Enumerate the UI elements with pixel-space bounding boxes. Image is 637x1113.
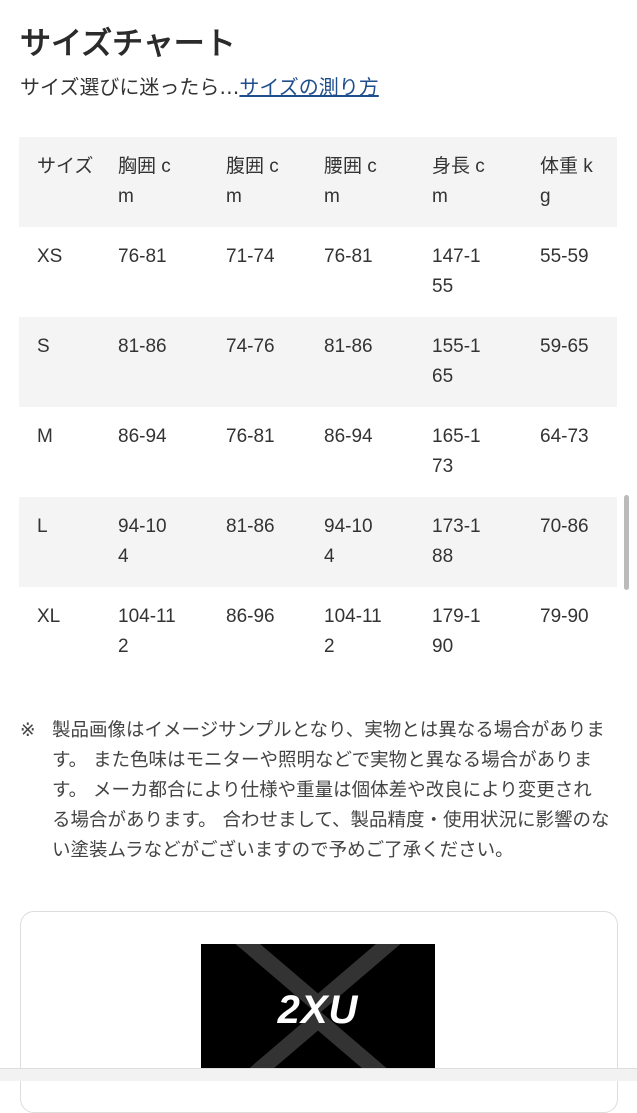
column-header: 胸囲 cm: [100, 137, 208, 227]
table-cell: 104-112: [100, 587, 208, 677]
cell-value: 81-86: [324, 336, 373, 357]
table-cell: S: [19, 317, 100, 407]
table-cell: 74-76: [208, 317, 306, 407]
table-cell: 86-94: [306, 407, 414, 497]
cell-value: 76-81: [324, 246, 373, 267]
cell-value: 81-86: [226, 516, 275, 537]
table-cell: 179-190: [414, 587, 522, 677]
table-cell: XL: [19, 587, 100, 677]
cell-value: 147-155: [432, 246, 481, 297]
cell-value: 74-76: [226, 336, 275, 357]
scrollbar[interactable]: [624, 495, 629, 590]
cell-value: 86-94: [118, 426, 167, 447]
column-header: 身長 cm: [414, 137, 522, 227]
table-cell: 55-59: [522, 227, 617, 317]
table-cell: M: [19, 407, 100, 497]
column-header: 体重 kg: [522, 137, 617, 227]
column-header: 腹囲 cm: [208, 137, 306, 227]
column-header: サイズ: [19, 137, 100, 227]
cell-value: 179-190: [432, 606, 481, 657]
page-title: サイズチャート: [20, 26, 236, 62]
note-text: 製品画像はイメージサンプルとなり、実物とは異なる場合があります。 また色味はモニ…: [52, 720, 610, 861]
column-header-label: 胸囲 cm: [118, 156, 171, 207]
table-cell: 76-81: [208, 407, 306, 497]
table-cell: 86-94: [100, 407, 208, 497]
table-cell: 76-81: [100, 227, 208, 317]
table-cell: XS: [19, 227, 100, 317]
table-row: S 81-86 74-76 81-86 155-165 59-65: [19, 317, 617, 407]
cell-value: 104-112: [118, 606, 176, 657]
cell-value: L: [37, 516, 48, 537]
cell-value: 94-104: [118, 516, 167, 567]
column-header-label: 腰囲 cm: [324, 156, 377, 207]
table-cell: 94-104: [100, 497, 208, 587]
cell-value: 86-96: [226, 606, 275, 627]
table-row: L 94-104 81-86 94-104 173-188 70-86: [19, 497, 617, 587]
table-cell: 70-86: [522, 497, 617, 587]
subtitle-text: サイズ選びに迷ったら…: [20, 75, 240, 99]
cell-value: XS: [37, 246, 63, 267]
brand-logo-text: 2XU: [277, 988, 359, 1032]
cell-value: 59-65: [540, 336, 589, 357]
cell-value: 155-165: [432, 336, 481, 387]
cell-value: 70-86: [540, 516, 589, 537]
brand-logo[interactable]: 2XU: [201, 944, 435, 1080]
table-cell: 147-155: [414, 227, 522, 317]
cell-value: S: [37, 336, 50, 357]
size-guide-link[interactable]: サイズの測り方: [239, 75, 379, 99]
table-cell: 79-90: [522, 587, 617, 677]
cell-value: 94-104: [324, 516, 373, 567]
table-cell: 165-173: [414, 407, 522, 497]
table-cell: 81-86: [306, 317, 414, 407]
cell-value: 81-86: [118, 336, 167, 357]
disclaimer-note: ※ 製品画像はイメージサンプルとなり、実物とは異なる場合があります。 また色味は…: [20, 716, 610, 866]
table-cell: 71-74: [208, 227, 306, 317]
cell-value: XL: [37, 606, 61, 627]
cell-value: 71-74: [226, 246, 275, 267]
note-mark: ※: [20, 720, 36, 741]
cell-value: 55-59: [540, 246, 589, 267]
cell-value: 76-81: [118, 246, 167, 267]
table-cell: 81-86: [100, 317, 208, 407]
table-header-row: サイズ 胸囲 cm 腹囲 cm 腰囲 cm 身長 cm 体重 kg: [19, 137, 617, 227]
table-cell: 81-86: [208, 497, 306, 587]
size-chart-table: サイズ 胸囲 cm 腹囲 cm 腰囲 cm 身長 cm 体重 kg XS 76-81 71-7…: [19, 137, 617, 677]
cell-value: 86-94: [324, 426, 373, 447]
cell-value: 79-90: [540, 606, 589, 627]
cell-value: 165-173: [432, 426, 481, 477]
column-header-label: 身長 cm: [432, 156, 485, 207]
cell-value: 76-81: [226, 426, 275, 447]
table-cell: 86-96: [208, 587, 306, 677]
table-cell: 173-188: [414, 497, 522, 587]
x-pattern-icon: [235, 944, 401, 1080]
table-cell: 155-165: [414, 317, 522, 407]
cell-value: 104-112: [324, 606, 382, 657]
table-cell: 94-104: [306, 497, 414, 587]
table-row: XL 104-112 86-96 104-112 179-190 79-90: [19, 587, 617, 677]
cell-value: M: [37, 426, 53, 447]
table-cell: 64-73: [522, 407, 617, 497]
cell-value: 64-73: [540, 426, 589, 447]
table-cell: L: [19, 497, 100, 587]
table-row: M 86-94 76-81 86-94 165-173 64-73: [19, 407, 617, 497]
column-header-label: 腹囲 cm: [226, 156, 279, 207]
table-row: XS 76-81 71-74 76-81 147-155 55-59: [19, 227, 617, 317]
table-cell: 104-112: [306, 587, 414, 677]
subtitle: サイズ選びに迷ったら…サイズの測り方: [20, 71, 379, 100]
column-header-label: サイズ: [37, 156, 94, 177]
table-cell: 76-81: [306, 227, 414, 317]
column-header-label: 体重 kg: [540, 156, 593, 207]
table-cell: 59-65: [522, 317, 617, 407]
cell-value: 173-188: [432, 516, 481, 567]
bottom-bar: [0, 1068, 637, 1081]
column-header: 腰囲 cm: [306, 137, 414, 227]
